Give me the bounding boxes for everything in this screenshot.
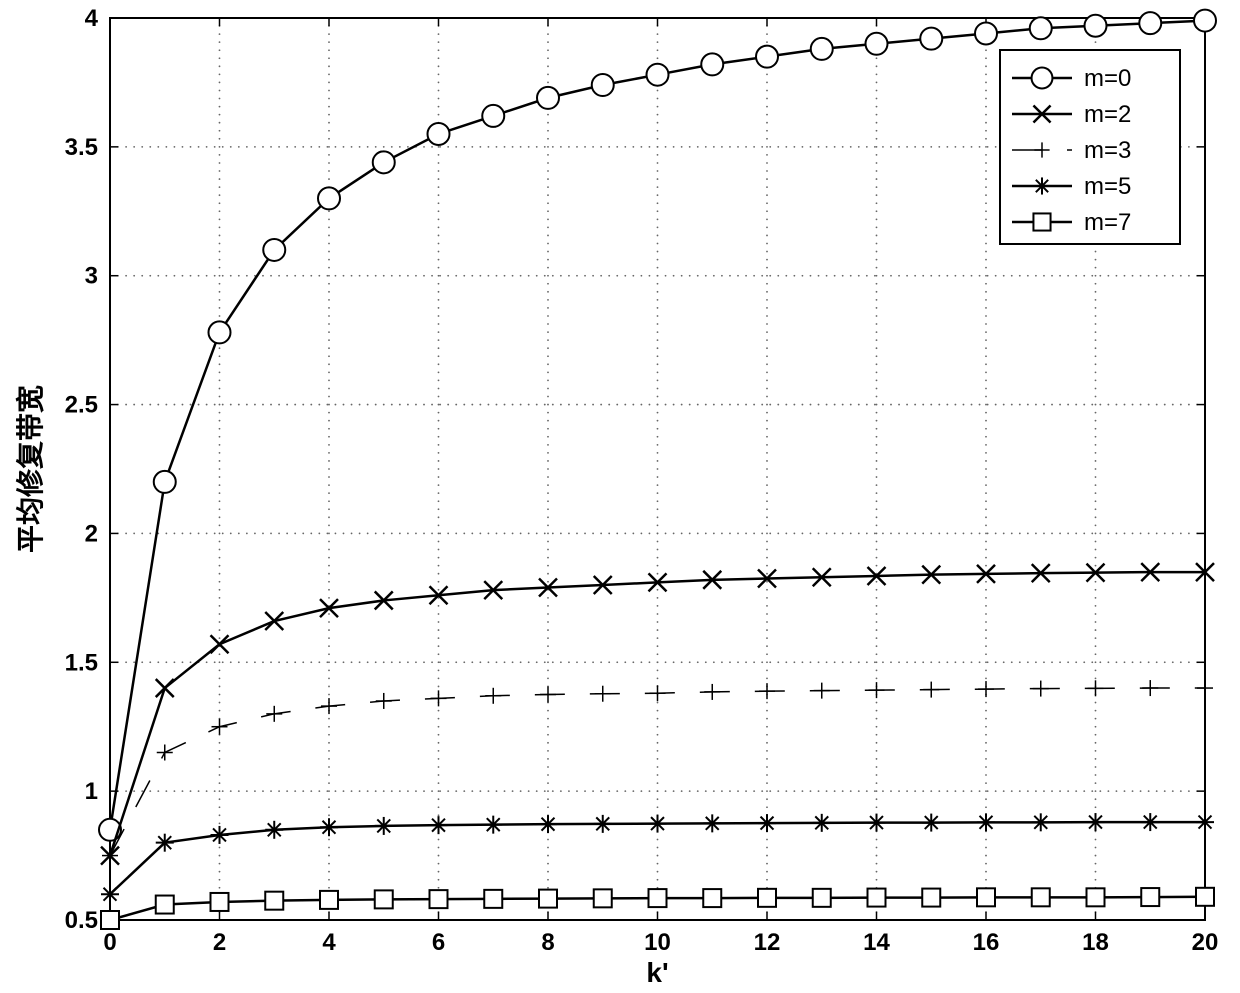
ytick-label: 3: [85, 263, 98, 290]
ytick-label: 0.5: [65, 907, 98, 934]
xtick-label: 16: [973, 929, 1000, 956]
y-axis-label: 平均修复带宽: [14, 385, 46, 553]
ytick-label: 2.5: [65, 392, 98, 419]
xtick-label: 8: [541, 929, 554, 956]
xtick-label: 2: [213, 929, 226, 956]
xtick-label: 4: [322, 929, 336, 956]
legend-label: m=2: [1084, 101, 1131, 128]
ytick-label: 3.5: [65, 134, 98, 161]
line-chart: 0 2 4 6 8 10 12 14 16 18 20 0.5 1 1.5 2 2.5 3 3.5 4 k' 平均修复带…: [0, 0, 1240, 993]
legend-label: m=3: [1084, 137, 1131, 164]
ytick-label: 2: [85, 520, 98, 547]
legend-label: m=0: [1084, 65, 1131, 92]
xtick-label: 14: [863, 929, 890, 956]
xtick-label: 12: [754, 929, 781, 956]
xtick-label: 6: [432, 929, 445, 956]
xtick-label: 20: [1192, 929, 1219, 956]
ytick-label: 1: [85, 778, 98, 805]
ytick-label: 4: [85, 5, 99, 32]
xtick-label: 18: [1082, 929, 1109, 956]
x-axis-label: k': [646, 957, 668, 988]
legend-label: m=5: [1084, 173, 1131, 200]
legend: m=0 m=2 m=3 m=5 m=7: [1000, 50, 1180, 244]
series-m-7: [101, 888, 1214, 929]
xtick-label: 0: [103, 929, 116, 956]
legend-label: m=7: [1084, 209, 1131, 236]
ytick-label: 1.5: [65, 649, 98, 676]
chart-container: 0 2 4 6 8 10 12 14 16 18 20 0.5 1 1.5 2 2.5 3 3.5 4 k' 平均修复带…: [0, 0, 1240, 993]
xtick-label: 10: [644, 929, 671, 956]
